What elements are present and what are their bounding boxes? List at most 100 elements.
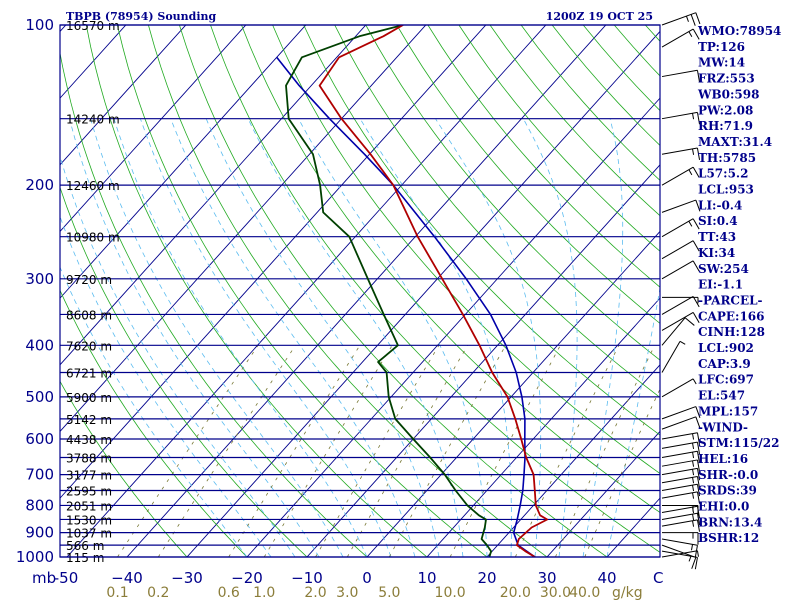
- isotherm--30: [186, 30, 660, 557]
- pressure-tick-100: 100: [25, 16, 54, 34]
- moist-adiabat--8: [69, 118, 320, 557]
- barb-flag-925-0: [694, 545, 698, 558]
- mixing-ratio-label-1: 0.2: [147, 585, 169, 600]
- isotherm-0: [366, 230, 660, 557]
- moist-adiabat-40: [606, 286, 660, 557]
- stat-item-28: SHR-:0.0: [698, 468, 758, 482]
- moist-adiabat--4: [90, 118, 344, 557]
- mixing-ratio-label-4: 2.0: [304, 585, 326, 600]
- barb-half-150: [692, 113, 695, 120]
- barb-half-200: [688, 169, 693, 176]
- barb-staff-950: [661, 544, 696, 558]
- barb-half-110: [688, 31, 693, 37]
- isotherm-20: [486, 364, 660, 557]
- isotherm-30: [546, 430, 660, 557]
- wind-barb-200: [661, 166, 700, 186]
- mixing-ratio-label-9: 30.0: [540, 585, 571, 600]
- wind-barb-700: [661, 467, 701, 481]
- barb-staff-400: [661, 317, 686, 346]
- wind-barb-175: [661, 147, 701, 160]
- isotherm--110: [60, 25, 187, 166]
- wind-barb-450: [661, 340, 686, 373]
- stat-item-11: LI:-0.4: [698, 198, 742, 212]
- barb-staff-300: [661, 260, 694, 280]
- height-label-600: 4438 m: [66, 433, 112, 447]
- barb-half-750: [692, 485, 695, 492]
- wind-barb-150: [661, 111, 701, 125]
- height-label-750: 2595 m: [66, 485, 112, 499]
- moist-adiabat-0: [113, 118, 368, 557]
- wind-barb-225: [661, 199, 701, 213]
- isotherm--50: [66, 25, 547, 557]
- height-label-900: 1037 m: [66, 527, 112, 541]
- stat-item-18: CAPE:166: [698, 309, 765, 323]
- mixing-ratio-label-8: 20.0: [500, 585, 531, 600]
- isotherm--100: [60, 25, 247, 233]
- wind-barb-250: [661, 218, 700, 238]
- chart-date: 1200Z 19 OCT 25: [546, 10, 653, 23]
- temperature-profile-line: [318, 25, 549, 557]
- barb-staff-350: [661, 296, 694, 315]
- stat-item-7: MAXT:31.4: [698, 135, 772, 149]
- plot-frame: [59, 24, 661, 558]
- stat-item-20: LCL:902: [698, 341, 754, 355]
- pressure-tick-900: 900: [25, 524, 54, 542]
- barb-staff-150: [661, 111, 698, 120]
- wind-barb-110: [661, 28, 700, 48]
- stat-item-10: LCL:953: [698, 183, 754, 197]
- stat-item-9: L57:5.2: [698, 167, 748, 181]
- barb-staff-625: [661, 441, 698, 449]
- stat-item-21: CAP:3.9: [698, 357, 751, 371]
- moist-adiabat--12: [60, 154, 296, 557]
- barb-half-250: [688, 220, 693, 227]
- barb-staff-100: [661, 12, 696, 26]
- temp-tick-10: 10: [417, 569, 436, 587]
- isobar-lines: [60, 24, 660, 558]
- stat-item-19: CINH:128: [698, 325, 765, 339]
- barb-staff-750: [661, 483, 698, 492]
- stat-item-12: SI:0.4: [698, 214, 738, 228]
- height-label-1000: 115 m: [66, 551, 104, 565]
- wind-barb-675: [661, 459, 701, 472]
- mixing-ratio-label-10: 40.0: [569, 585, 600, 600]
- barb-staff-500: [661, 378, 694, 398]
- temperature-axis: -50 −40 −30 −20 −10 0 10 20 30 40: [54, 569, 617, 587]
- isotherm--10: [306, 164, 660, 557]
- height-labels: 16570 m 14240 m 12460 m 10980 m 9720 m 8608 m…: [66, 19, 120, 565]
- barb-flag-775-0: [696, 491, 701, 504]
- height-label-100: 16570 m: [66, 19, 120, 33]
- stat-item-27: HEL:16: [698, 452, 748, 466]
- wind-barb-800: [662, 504, 699, 518]
- barb-staff-650: [661, 450, 698, 458]
- mixing-ratio-label-2: 0.6: [218, 585, 240, 600]
- temp-tick--20: −20: [231, 569, 263, 587]
- barb-staff-875: [661, 519, 698, 527]
- barb-flag-975-0: [694, 557, 698, 570]
- pressure-tick-200: 200: [25, 176, 54, 194]
- moist-adiabat-24: [359, 118, 512, 557]
- barb-staff-110: [661, 28, 694, 48]
- temp-tick-40: 40: [597, 569, 616, 587]
- stat-item-3: FRZ:553: [698, 72, 755, 86]
- barb-flag-550-0: [695, 406, 701, 419]
- stat-item-22: LFC:697: [698, 373, 754, 387]
- stat-item-13: TT:43: [698, 230, 736, 244]
- mixing-ratio-label-7: 10.0: [435, 585, 466, 600]
- barb-half-700: [692, 469, 695, 476]
- pressure-tick-1000: 1000: [16, 548, 54, 566]
- barb-staff-925: [661, 538, 698, 546]
- barb-flag-750-0: [696, 484, 701, 497]
- barb-flag-250-0: [692, 218, 700, 230]
- temp-tick-20: 20: [477, 569, 496, 587]
- moist-adiabat-28: [435, 118, 542, 557]
- height-label-200: 12460 m: [66, 179, 120, 193]
- wind-barb-550: [661, 406, 701, 420]
- barb-staff-275: [661, 240, 694, 260]
- height-label-300: 9720 m: [66, 273, 112, 287]
- barb-half-625: [692, 442, 695, 450]
- wind-barb-100: [661, 12, 701, 26]
- stat-item-2: MW:14: [698, 56, 745, 70]
- wind-barb-500: [661, 378, 697, 398]
